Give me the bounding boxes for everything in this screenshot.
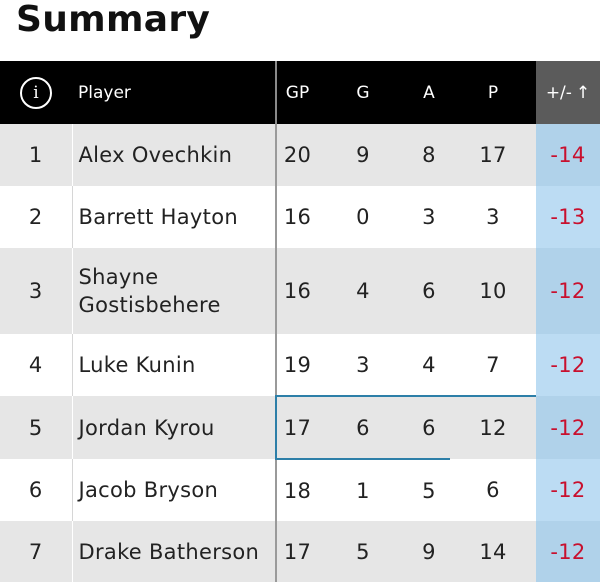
column-header-plus-minus[interactable]: +/- ↑ [536, 61, 600, 124]
assists-cell: 6 [408, 396, 450, 460]
plus-minus-cell: -12 [536, 396, 600, 459]
goals-cell: 9 [318, 124, 408, 186]
player-name-cell[interactable]: Jacob Bryson [71, 459, 276, 521]
rank-cell: 4 [0, 334, 72, 396]
column-header-gp[interactable]: GP [275, 61, 318, 124]
goals-cell: 0 [318, 186, 408, 248]
goals-cell: 3 [318, 334, 408, 397]
points-cell: 12 [450, 396, 536, 459]
points-cell: 17 [450, 124, 536, 186]
points-cell: 10 [450, 248, 536, 334]
table-row[interactable]: 3 Shayne Gostisbehere 16 4 6 10 -12 [0, 248, 600, 334]
assists-cell: 4 [408, 334, 450, 397]
column-header-g[interactable]: G [318, 61, 408, 124]
gp-cell: 16 [275, 186, 318, 248]
rank-cell: 3 [0, 248, 72, 334]
plus-minus-cell: -12 [536, 248, 600, 334]
plus-minus-cell: -13 [536, 186, 600, 248]
player-name-cell[interactable]: Barrett Hayton [71, 186, 276, 248]
points-cell: 7 [450, 334, 536, 397]
sort-ascending-icon: ↑ [575, 82, 591, 103]
page-title: Summary [16, 0, 211, 40]
stats-table: i Player GP G A P +/- ↑ 1 Alex Ovechkin 2… [0, 61, 600, 582]
gp-cell: 19 [275, 334, 318, 397]
points-cell: 3 [450, 186, 536, 248]
table-row[interactable]: 7 Drake Batherson 17 5 9 14 -12 [0, 521, 600, 582]
points-cell: 6 [450, 459, 536, 521]
rank-cell: 2 [0, 186, 72, 248]
rank-cell: 6 [0, 459, 72, 521]
plus-minus-cell: -12 [536, 459, 600, 521]
gp-cell: 18 [275, 459, 318, 521]
table-header-row: i Player GP G A P +/- ↑ [0, 61, 600, 124]
table-row[interactable]: 6 Jacob Bryson 18 1 5 6 -12 [0, 459, 600, 521]
table-row[interactable]: 4 Luke Kunin 19 3 4 7 -12 [0, 334, 600, 397]
points-cell: 14 [450, 521, 536, 582]
assists-cell: 9 [408, 521, 450, 582]
plus-minus-cell: -12 [536, 334, 600, 396]
table-row[interactable]: 2 Barrett Hayton 16 0 3 3 -13 [0, 186, 600, 248]
assists-cell: 8 [408, 124, 450, 186]
goals-cell: 5 [318, 521, 408, 582]
assists-cell: 5 [408, 459, 450, 521]
player-name-cell[interactable]: Luke Kunin [71, 334, 276, 396]
plus-minus-cell: -14 [536, 124, 600, 186]
column-header-a[interactable]: A [408, 61, 450, 124]
goals-cell: 4 [318, 248, 408, 334]
rank-cell: 1 [0, 124, 72, 186]
info-icon[interactable]: i [20, 76, 52, 109]
player-name-cell[interactable]: Drake Batherson [71, 521, 276, 582]
gp-cell: 17 [275, 396, 318, 460]
assists-cell: 6 [408, 248, 450, 334]
rank-cell: 7 [0, 521, 72, 582]
player-name-cell[interactable]: Shayne Gostisbehere [71, 248, 276, 334]
plus-minus-label: +/- [545, 82, 572, 103]
column-header-p[interactable]: P [450, 61, 536, 124]
player-name-cell[interactable]: Alex Ovechkin [71, 124, 276, 186]
goals-cell: 1 [318, 459, 408, 521]
gp-cell: 20 [275, 124, 318, 186]
info-header-cell[interactable]: i [0, 61, 72, 124]
column-header-player[interactable]: Player [72, 61, 276, 124]
plus-minus-cell: -12 [536, 521, 600, 582]
assists-cell: 3 [408, 186, 450, 248]
player-name-cell[interactable]: Jordan Kyrou [71, 396, 276, 459]
gp-cell: 16 [275, 248, 318, 334]
table-row[interactable]: 5 Jordan Kyrou 17 6 6 12 -12 [0, 396, 600, 460]
table-row[interactable]: 1 Alex Ovechkin 20 9 8 17 -14 [0, 124, 600, 186]
rank-cell: 5 [0, 396, 72, 459]
gp-cell: 17 [275, 521, 318, 582]
goals-cell: 6 [318, 396, 408, 460]
